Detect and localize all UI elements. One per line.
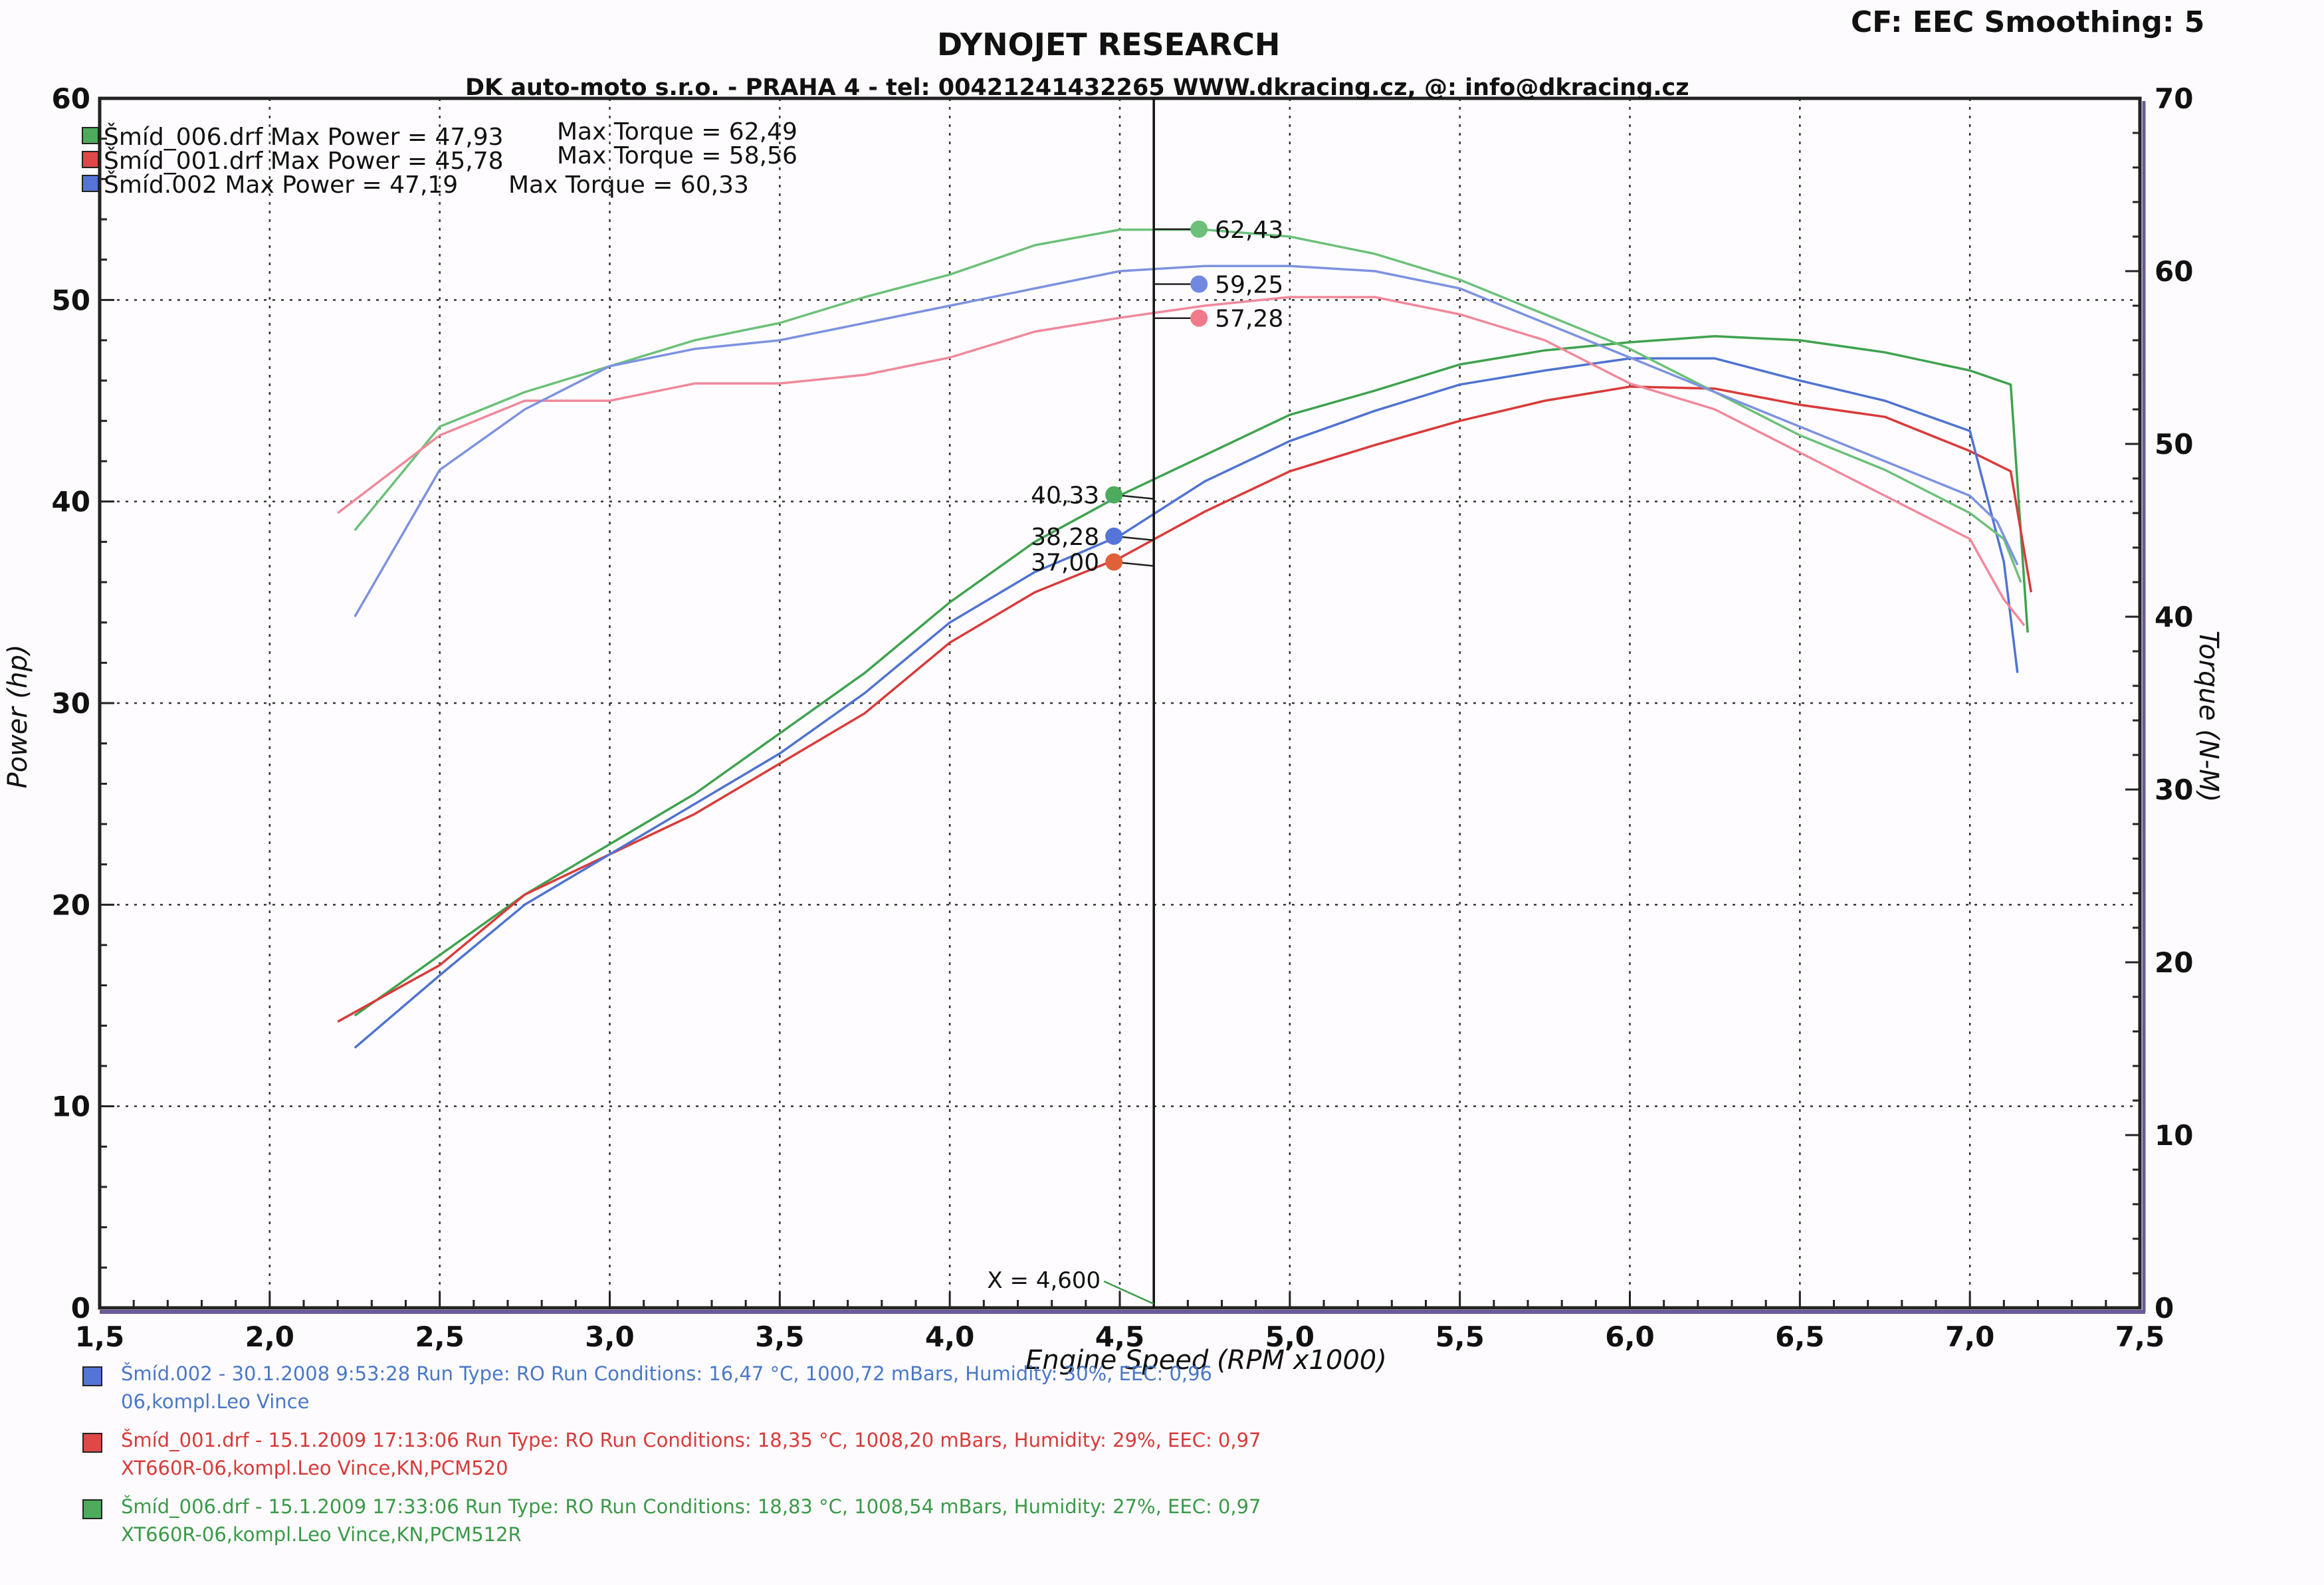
x-tick-label: 5,5	[1435, 1321, 1484, 1353]
run-details: Šmíd_006.drf - 15.1.2009 17:33:06 Run Ty…	[121, 1495, 1261, 1518]
torque-marker-dot	[1190, 275, 1208, 293]
power-marker-dot	[1105, 527, 1123, 545]
x-tick-label: 7,0	[1945, 1321, 1994, 1353]
run-config: 06,kompl.Leo Vince	[121, 1390, 310, 1413]
legend-label: Šmíd_001.drf Max Power = 45,78	[104, 147, 504, 175]
series-torque-line	[354, 264, 2019, 617]
x-tick-label: 6,0	[1605, 1321, 1654, 1353]
series-torque-line	[354, 228, 2022, 583]
power-marker-dot	[1105, 553, 1123, 571]
legend-torque: Max Torque = 62,49	[557, 118, 797, 146]
run-entry: Šmíd_001.drf - 15.1.2009 17:13:06 Run Ty…	[80, 1429, 1409, 1495]
run-list: Šmíd.002 - 30.1.2008 9:53:28 Run Type: R…	[80, 1362, 1409, 1562]
legend: Šmíd_006.drf Max Power = 47,93 Max Torque…	[82, 118, 797, 199]
correction-factor: CF: EEC Smoothing: 5	[1851, 5, 2205, 39]
run-details: Šmíd.002 - 30.1.2008 9:53:28 Run Type: R…	[121, 1362, 1213, 1385]
run-entry: Šmíd.002 - 30.1.2008 9:53:28 Run Type: R…	[80, 1362, 1409, 1429]
legend-torque: Max Torque = 58,56	[557, 142, 797, 169]
torque-marker-dot	[1190, 309, 1208, 327]
run-color-swatch[interactable]	[82, 1366, 102, 1386]
y2-tick-label: 70	[2155, 82, 2193, 115]
series-power-line	[354, 357, 2019, 1049]
y-tick-label: 30	[52, 687, 90, 720]
power-marker-label: 40,33	[1031, 482, 1099, 510]
x-tick-label: 4,5	[1095, 1321, 1144, 1353]
y2-tick-label: 20	[2155, 946, 2193, 979]
y2-tick-label: 30	[2155, 774, 2193, 806]
run-config: XT660R-06,kompl.Leo Vince,KN,PCM520	[121, 1457, 508, 1479]
series-torque-line	[337, 296, 2026, 627]
y-tick-label: 20	[52, 889, 90, 921]
torque-marker-label: 62,43	[1215, 217, 1283, 244]
legend-torque: Max Torque = 60,33	[508, 171, 749, 199]
y-axis-label: Power (hp)	[3, 644, 33, 788]
y-tick-label: 50	[52, 284, 90, 316]
torque-marker-dot	[1190, 220, 1208, 238]
legend-swatch	[82, 175, 99, 192]
power-marker-dot	[1105, 486, 1123, 504]
y2-axis-label: Torque (N-M)	[2193, 631, 2224, 803]
cursor-label: X = 4,600	[987, 1267, 1101, 1294]
y-tick-label: 0	[71, 1292, 90, 1324]
y2-tick-label: 50	[2155, 428, 2193, 461]
y-tick-label: 60	[52, 82, 90, 115]
run-config: XT660R-06,kompl.Leo Vince,KN,PCM512R	[121, 1523, 522, 1546]
run-entry: Šmíd_006.drf - 15.1.2009 17:33:06 Run Ty…	[80, 1495, 1409, 1562]
y2-tick-label: 10	[2155, 1119, 2193, 1152]
series-power-line	[337, 385, 2033, 1023]
series-power-line	[354, 335, 2029, 1017]
x-tick-label: 5,0	[1265, 1321, 1315, 1353]
chart-title: DYNOJET RESEARCH	[937, 27, 1281, 62]
run-details: Šmíd_001.drf - 15.1.2009 17:13:06 Run Ty…	[121, 1429, 1261, 1451]
x-tick-label: 7,5	[2115, 1321, 2165, 1353]
power-marker-label: 37,00	[1031, 550, 1099, 577]
legend-label: Šmíd_006.drf Max Power = 47,93	[104, 123, 504, 151]
y2-tick-label: 60	[2155, 255, 2193, 288]
x-tick-label: 2,0	[245, 1321, 294, 1353]
x-tick-label: 4,0	[925, 1321, 974, 1353]
y-tick-label: 40	[52, 486, 90, 518]
y-tick-label: 10	[52, 1091, 90, 1123]
y2-tick-label: 40	[2155, 601, 2193, 633]
x-tick-label: 2,5	[415, 1321, 464, 1353]
legend-label: Šmíd.002 Max Power = 47,19	[104, 171, 458, 199]
run-color-swatch[interactable]	[82, 1433, 102, 1453]
torque-marker-label: 59,25	[1215, 272, 1283, 299]
grid	[100, 98, 2140, 1308]
cursor-label-leader	[1103, 1280, 1154, 1305]
x-tick-label: 3,0	[585, 1321, 634, 1353]
power-marker-label: 38,28	[1031, 524, 1099, 551]
run-color-swatch[interactable]	[82, 1499, 102, 1519]
series-layer	[337, 228, 2033, 1049]
x-tick-label: 3,5	[755, 1321, 804, 1353]
x-tick-label: 6,5	[1775, 1321, 1824, 1353]
axes: 1,5 2,0 2,5 3,0 3,5 4,0 4,5 5,0 5,5 6,0 6,5 7,0 7,50…	[3, 82, 2224, 1376]
legend-swatch	[82, 151, 99, 168]
legend-swatch	[82, 127, 99, 144]
y2-tick-label: 0	[2155, 1292, 2174, 1324]
chart-subtitle: DK auto-moto s.r.o. - PRAHA 4 - tel: 004…	[465, 74, 1689, 101]
x-tick-label: 1,5	[75, 1321, 124, 1353]
torque-marker-label: 57,28	[1215, 306, 1283, 333]
x-axis-label: Engine Speed (RPM x1000)	[1025, 1345, 1387, 1376]
